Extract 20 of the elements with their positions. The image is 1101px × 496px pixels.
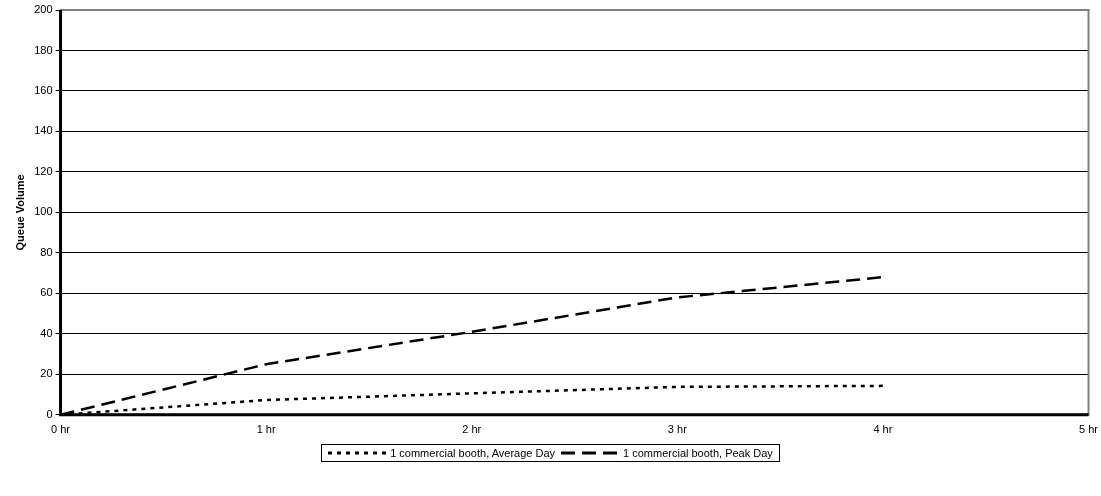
y-tick-label: 200 (34, 3, 53, 16)
x-tick-label: 3 hr (667, 423, 688, 436)
y-tick-label: 60 (40, 286, 53, 299)
y-tick-label: 100 (34, 205, 53, 218)
y-tick-label: 180 (34, 43, 53, 56)
x-tick-label: 0 hr (51, 423, 71, 436)
x-tick-label: 1 hr (256, 423, 276, 436)
y-tick-label: 80 (40, 245, 53, 258)
x-tick-label: 5 hr (1079, 423, 1099, 436)
legend-label: 1 commercial booth, Average Day (390, 447, 556, 459)
legend-label: 1 commercial booth, Peak Day (623, 447, 773, 459)
x-tick-label: 4 hr (873, 423, 893, 436)
y-axis-title: Queue Volume (13, 174, 26, 251)
x-tick-label: 2 hr (462, 423, 482, 436)
y-tick-label: 0 (46, 407, 53, 420)
y-tick-label: 20 (40, 367, 53, 380)
y-tick-label: 120 (34, 164, 53, 177)
y-tick-label: 140 (34, 124, 53, 137)
y-tick-label: 40 (40, 326, 53, 339)
y-tick-label: 160 (34, 83, 53, 96)
